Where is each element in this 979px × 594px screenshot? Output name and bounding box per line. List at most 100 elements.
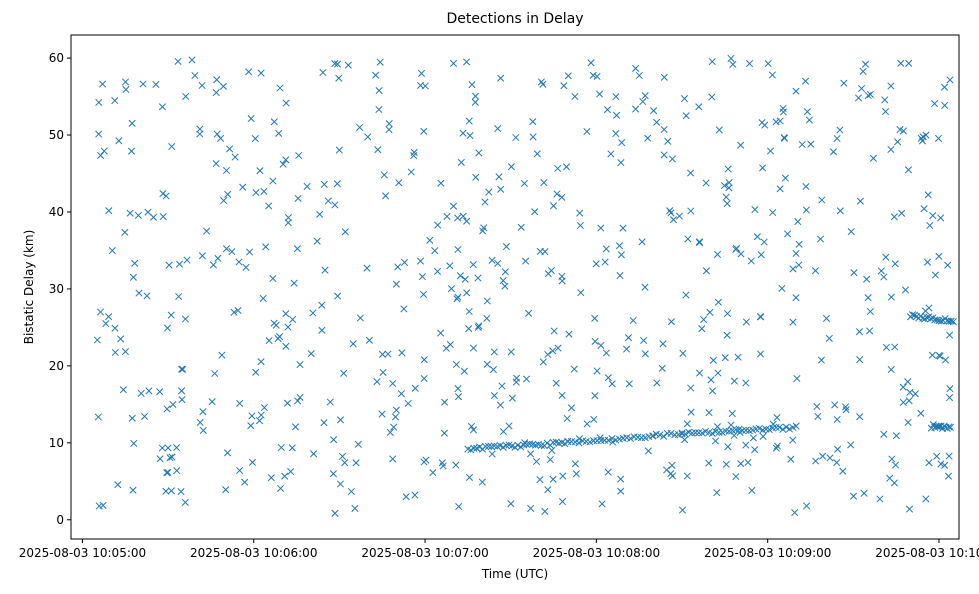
- data-point: [608, 380, 616, 388]
- data-point: [470, 444, 478, 452]
- data-point: [641, 283, 649, 291]
- data-point: [886, 474, 894, 482]
- data-point: [129, 486, 137, 494]
- data-point: [289, 315, 297, 324]
- data-point: [256, 167, 264, 175]
- data-point: [173, 467, 181, 475]
- data-point: [199, 426, 207, 434]
- axes-border: [70, 34, 960, 540]
- data-point: [507, 348, 515, 356]
- data-point: [100, 147, 108, 155]
- data-point: [553, 190, 561, 198]
- data-point: [541, 248, 549, 256]
- data-point: [683, 472, 691, 480]
- data-point: [468, 81, 476, 89]
- data-point: [563, 414, 571, 423]
- data-point: [463, 217, 471, 225]
- data-point: [769, 208, 777, 217]
- data-point: [722, 460, 730, 468]
- data-point: [604, 374, 612, 382]
- data-point: [347, 487, 355, 496]
- data-point: [484, 442, 493, 450]
- data-point: [668, 155, 676, 163]
- data-point: [446, 262, 454, 270]
- data-point: [698, 429, 706, 437]
- data-point: [447, 285, 456, 293]
- data-point: [279, 160, 287, 168]
- data-point: [558, 391, 566, 399]
- data-point: [917, 409, 925, 417]
- data-point: [732, 472, 740, 481]
- data-point: [257, 358, 265, 366]
- data-point: [802, 182, 810, 191]
- data-point: [897, 59, 905, 67]
- data-point: [246, 248, 254, 256]
- data-point: [95, 130, 103, 138]
- data-point: [341, 228, 349, 236]
- data-point: [372, 71, 380, 79]
- data-point: [420, 374, 428, 383]
- data-point: [724, 443, 732, 451]
- data-point: [715, 428, 723, 436]
- data-point: [575, 439, 583, 447]
- data-point: [431, 247, 439, 255]
- data-point: [905, 397, 913, 405]
- data-point: [457, 158, 465, 166]
- data-point: [597, 224, 605, 232]
- data-point: [449, 59, 458, 67]
- data-point: [687, 169, 695, 177]
- data-point: [757, 313, 765, 321]
- data-point: [512, 133, 520, 142]
- data-point: [498, 382, 506, 390]
- data-point: [354, 440, 362, 448]
- data-point: [935, 252, 943, 260]
- data-point: [446, 341, 454, 349]
- data-point: [259, 294, 267, 302]
- data-point: [94, 413, 102, 421]
- data-point: [543, 439, 551, 447]
- data-points: [93, 54, 957, 517]
- data-point: [842, 406, 850, 414]
- data-point: [167, 311, 175, 319]
- data-point: [178, 387, 186, 395]
- data-point: [141, 412, 149, 420]
- data-point: [395, 179, 403, 187]
- data-point: [639, 98, 647, 106]
- data-point: [617, 251, 625, 259]
- data-point: [906, 388, 914, 396]
- data-point: [262, 243, 270, 251]
- data-point: [546, 456, 554, 464]
- data-point: [218, 351, 226, 359]
- data-point: [527, 450, 535, 458]
- data-point: [99, 80, 107, 88]
- data-point: [904, 166, 913, 174]
- data-point: [775, 423, 784, 431]
- data-point: [929, 212, 937, 220]
- data-point: [713, 250, 722, 258]
- data-point: [596, 90, 604, 98]
- data-point: [941, 461, 949, 469]
- data-point: [941, 101, 949, 109]
- data-point: [836, 126, 844, 134]
- data-point: [597, 341, 605, 350]
- data-point: [792, 249, 800, 258]
- data-point: [629, 316, 637, 325]
- data-point: [708, 93, 716, 101]
- data-point: [336, 416, 345, 424]
- data-point: [392, 280, 400, 288]
- data-point: [174, 57, 182, 65]
- data-point: [411, 491, 419, 499]
- data-point: [267, 474, 275, 482]
- data-point: [892, 461, 900, 469]
- data-point: [295, 151, 303, 160]
- data-point: [452, 461, 460, 469]
- data-point: [925, 459, 933, 467]
- data-point: [270, 319, 278, 327]
- data-point: [257, 411, 265, 419]
- x-axis: 2025-08-03 10:05:00 2025-08-03 10:06:00 20…: [19, 539, 979, 560]
- data-point: [283, 399, 292, 407]
- data-point: [833, 134, 841, 143]
- data-point: [660, 432, 668, 440]
- data-point: [247, 115, 255, 123]
- data-point: [617, 487, 625, 495]
